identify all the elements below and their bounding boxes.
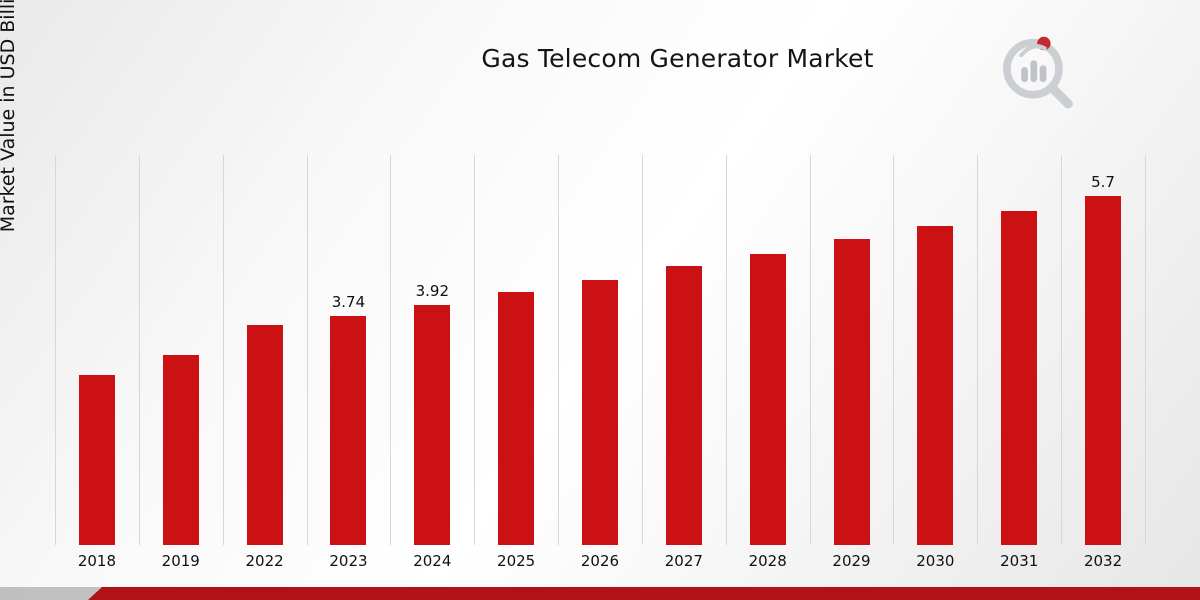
gridline	[390, 155, 392, 545]
bar-value-label: 5.7	[1091, 173, 1115, 191]
bar	[330, 316, 367, 545]
x-tick-label: 2025	[497, 552, 536, 570]
bar-column	[642, 155, 726, 545]
gridline	[1061, 155, 1063, 545]
bar	[1085, 196, 1122, 545]
bar	[162, 355, 199, 545]
bar	[1001, 211, 1038, 545]
bar-value-label: 3.74	[331, 293, 366, 311]
brand-logo	[1003, 36, 1073, 109]
y-axis-label: Market Value in USD Billion	[0, 0, 19, 233]
bar	[917, 226, 954, 545]
x-tick-label: 2026	[580, 552, 620, 570]
x-tick-label: 2018	[77, 552, 117, 570]
gridline	[977, 155, 979, 545]
bar-column	[223, 155, 307, 545]
x-tick-label: 2022	[245, 552, 284, 570]
bar-column	[893, 155, 977, 545]
x-tick-label: 2032	[1083, 552, 1123, 570]
bar	[581, 280, 618, 545]
x-tick-label: 2028	[748, 552, 787, 570]
bar-column	[977, 155, 1061, 545]
x-tick-label: 2023	[329, 552, 368, 570]
x-tick-label: 2019	[161, 552, 200, 570]
bar-column	[139, 155, 223, 545]
gridline	[138, 155, 140, 545]
bar-column	[810, 155, 894, 545]
bar-column	[726, 155, 810, 545]
bar	[246, 325, 283, 545]
bar-column: 5.7	[1061, 155, 1145, 545]
gridlines	[55, 155, 1146, 545]
bar-column	[55, 155, 139, 545]
gridline	[55, 155, 56, 545]
footer-accent-bar-red	[88, 587, 1200, 600]
bar-column	[474, 155, 558, 545]
gridline	[641, 155, 643, 545]
bar	[665, 266, 702, 545]
x-tick-label: 2030	[916, 552, 955, 570]
bar-column	[558, 155, 642, 545]
bar	[498, 292, 535, 545]
gridline	[1145, 155, 1146, 545]
bar-series: 3.74 3.92 5.7	[55, 155, 1145, 545]
bar	[78, 375, 115, 545]
footer-accent-bar	[0, 587, 1200, 600]
gridline	[222, 155, 224, 545]
x-tick-label: 2029	[832, 552, 871, 570]
gridline	[306, 155, 308, 545]
gridline	[893, 155, 895, 545]
bar	[749, 254, 786, 545]
plot-area: 3.74 3.92 5.7	[55, 155, 1146, 545]
x-tick-label: 2024	[413, 552, 452, 570]
bar-value-label: 3.92	[415, 282, 449, 300]
gridline	[809, 155, 811, 545]
x-tick-label: 2031	[1000, 552, 1039, 570]
bar-column: 3.74	[307, 155, 391, 545]
x-tick-label: 2027	[664, 552, 703, 570]
bar-column: 3.92	[390, 155, 474, 545]
chart-title: Gas Telecom Generator Market	[481, 44, 874, 73]
gridline	[474, 155, 476, 545]
gridline	[725, 155, 727, 545]
gridline	[558, 155, 560, 545]
bar	[833, 239, 870, 545]
x-axis: 2018 2019 2022 2023 2024 2025 2026 2027 2028 2029…	[55, 552, 1145, 570]
bar	[414, 305, 451, 545]
